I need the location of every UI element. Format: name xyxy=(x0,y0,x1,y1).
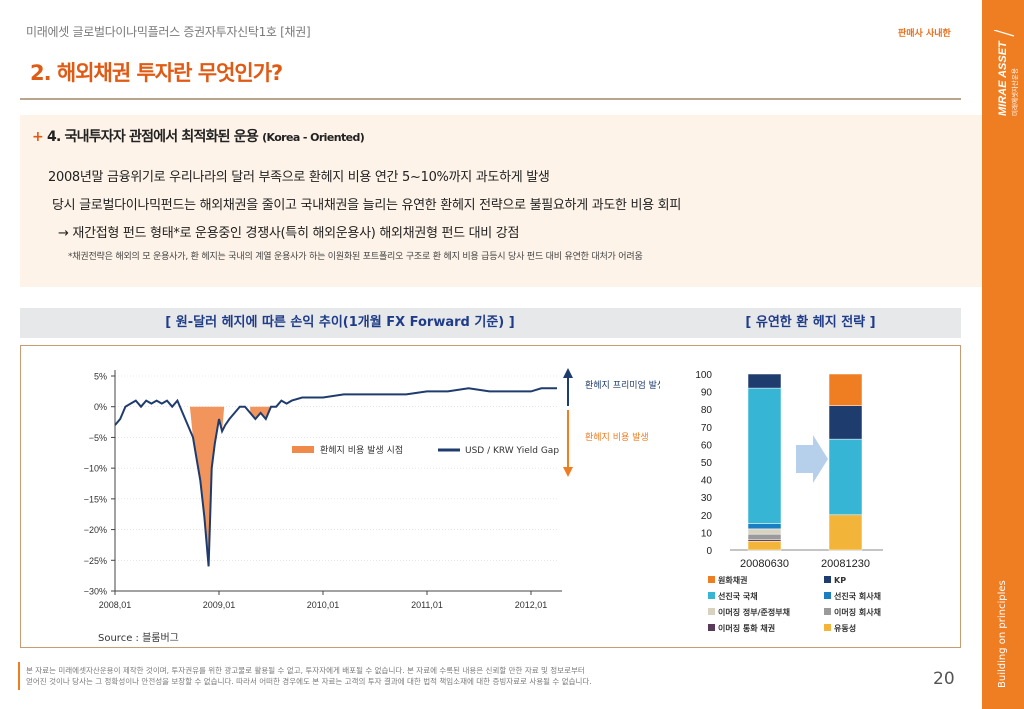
y-tick-label: 40 xyxy=(701,476,713,487)
right-chart-header: [ 유연한 환 헤지 전략 ] xyxy=(660,308,961,338)
y-tick-label: −20% xyxy=(84,525,107,535)
arrow-up-head-icon xyxy=(563,368,573,378)
left-chart-header: [ 원-달러 헤지에 따른 손익 추이(1개월 FX Forward 기준) ] xyxy=(20,308,660,338)
legend-swatch xyxy=(824,608,831,615)
annotation-premium: 환헤지 프리미엄 발생 xyxy=(585,379,660,391)
bar-segment xyxy=(828,438,863,516)
bar-segment xyxy=(747,523,782,530)
footnote: *채권전략은 해외의 모 운용사가, 환 헤지는 국내의 계열 운용사가 하는 … xyxy=(68,252,643,262)
body-line-1: 2008년말 금융위기로 우리나라의 달러 부족으로 환헤지 비용 연간 5~1… xyxy=(48,170,550,185)
legend-label: 이머징 회사채 xyxy=(834,607,881,617)
body-line-3: → 재간접형 펀드 형태*로 운용중인 경쟁사(특히 해외운용사) 해외채권형 … xyxy=(58,226,520,241)
seller-label: 판매사 사내한 xyxy=(898,29,951,39)
x-tick-label: 2008,01 xyxy=(99,600,132,610)
y-tick-label: 20 xyxy=(701,511,713,522)
plus-icon: + xyxy=(32,129,44,145)
section-heading-sub: (Korea - Oriented) xyxy=(262,131,365,144)
bar-segment xyxy=(828,514,863,551)
side-tagline: Building on principles xyxy=(997,580,1008,688)
y-tick-label: 0 xyxy=(706,546,712,557)
y-tick-label: 80 xyxy=(701,405,713,416)
y-tick-label: −25% xyxy=(84,556,107,566)
mirae-asset-logo: MIRAE ASSET 미래에셋자산운용 xyxy=(993,30,1019,116)
yield-gap-chart: 5% 0% −5% −10% −15% −20% −25% −30% 2008,01 2009,0… xyxy=(84,368,660,610)
x-tick-label: 2009,01 xyxy=(203,600,236,610)
legend-label-yield-gap: USD / KRW Yield Gap xyxy=(465,446,559,456)
brand-sub-text: 미래에셋자산운용 xyxy=(1010,68,1019,116)
y-tick-label: 90 xyxy=(701,388,713,399)
bar-segment xyxy=(828,405,863,440)
left-chart-title: [ 원-달러 헤지에 따른 손익 추이(1개월 FX Forward 기준) ] xyxy=(165,315,515,330)
heading-divider xyxy=(20,98,961,100)
legend-swatch xyxy=(708,576,715,583)
x-category-label: 20081230 xyxy=(821,558,870,570)
legend-swatch xyxy=(824,592,831,599)
bar-segment xyxy=(747,540,782,551)
x-tick-label: 2011,01 xyxy=(411,600,443,610)
chart-panel xyxy=(20,345,961,648)
arrow-down-head-icon xyxy=(563,467,573,477)
y-tick-label: −10% xyxy=(84,464,107,474)
legend-label: 유동성 xyxy=(834,623,856,633)
page-heading: 2. 해외채권 투자란 무엇인가? xyxy=(30,61,283,85)
legend-swatch-hedge-cost xyxy=(292,446,314,453)
x-tick-label: 2010,01 xyxy=(307,600,340,610)
annotation-cost: 환헤지 비용 발생 xyxy=(585,431,649,443)
section-heading-text: 4. 국내투자자 관점에서 최적화된 운용 xyxy=(47,129,259,145)
legend-label: 원화채권 xyxy=(718,575,747,585)
y-tick-label: −15% xyxy=(84,494,107,504)
hedge-cost-area xyxy=(250,406,282,419)
footer-accent xyxy=(18,662,20,690)
source-note: Source : 블룸버그 xyxy=(98,633,179,644)
disclaimer: 본 자료는 미래에셋자산운용이 제작한 것이며, 투자권유를 위한 광고물로 활… xyxy=(26,665,746,687)
page-number: 20 xyxy=(933,669,955,689)
legend-swatch xyxy=(708,624,715,631)
disclaimer-line-2: 얻어진 것이나 당사는 그 정확성이나 안전성을 보장할 수 없습니다. 따라서… xyxy=(26,677,592,686)
y-tick-label: 0% xyxy=(94,402,107,412)
bar-segment xyxy=(747,373,782,389)
legend-swatch xyxy=(708,608,715,615)
y-tick-label: −30% xyxy=(84,587,107,597)
legend-swatch xyxy=(824,624,831,631)
legend-label-hedge-cost: 환헤지 비용 발생 시점 xyxy=(320,444,403,456)
y-tick-label: 70 xyxy=(701,423,713,434)
legend-label: 이머징 정부/준정부채 xyxy=(718,607,790,617)
body-line-2: 당시 글로벌다이나믹펀드는 해외채권을 줄이고 국내채권을 늘리는 유연한 환헤… xyxy=(52,198,681,213)
yield-gap-line xyxy=(114,387,557,567)
bar-segment xyxy=(747,528,782,535)
right-chart-title: [ 유연한 환 헤지 전략 ] xyxy=(745,315,876,330)
y-tick-label: 60 xyxy=(701,440,713,451)
y-tick-label: 100 xyxy=(695,370,712,381)
bar-segment xyxy=(747,539,782,542)
y-tick-label: 5% xyxy=(94,372,107,382)
info-box xyxy=(20,115,982,287)
y-tick-label: 30 xyxy=(701,493,713,504)
disclaimer-line-1: 본 자료는 미래에셋자산운용이 제작한 것이며, 투자권유를 위한 광고물로 활… xyxy=(26,666,585,675)
x-tick-label: 2012,01 xyxy=(515,600,548,610)
y-tick-label: 50 xyxy=(701,458,713,469)
bar-segment xyxy=(828,373,863,406)
legend-swatch xyxy=(824,576,831,583)
x-category-label: 20080630 xyxy=(740,558,789,570)
fund-title: 미래에셋 글로벌다이나믹플러스 증권자투자신탁1호 [채권] xyxy=(26,25,311,39)
bar-segment xyxy=(747,533,782,540)
legend-label: 선진국 회사채 xyxy=(834,591,881,601)
section-heading: + 4. 국내투자자 관점에서 최적화된 운용 (Korea - Oriente… xyxy=(32,126,365,146)
bar-segment xyxy=(747,387,782,524)
side-band xyxy=(982,0,1024,709)
arrow-right-icon xyxy=(796,435,828,483)
y-tick-label: 10 xyxy=(701,528,713,539)
legend-label: KP xyxy=(834,576,846,585)
y-tick-label: −5% xyxy=(89,433,107,443)
legend-swatch xyxy=(708,592,715,599)
legend-label: 선진국 국채 xyxy=(718,591,758,601)
legend-label: 이머징 통화 채권 xyxy=(718,623,775,633)
brand-text: MIRAE ASSET xyxy=(997,40,1009,116)
hedge-cost-area xyxy=(189,406,225,567)
